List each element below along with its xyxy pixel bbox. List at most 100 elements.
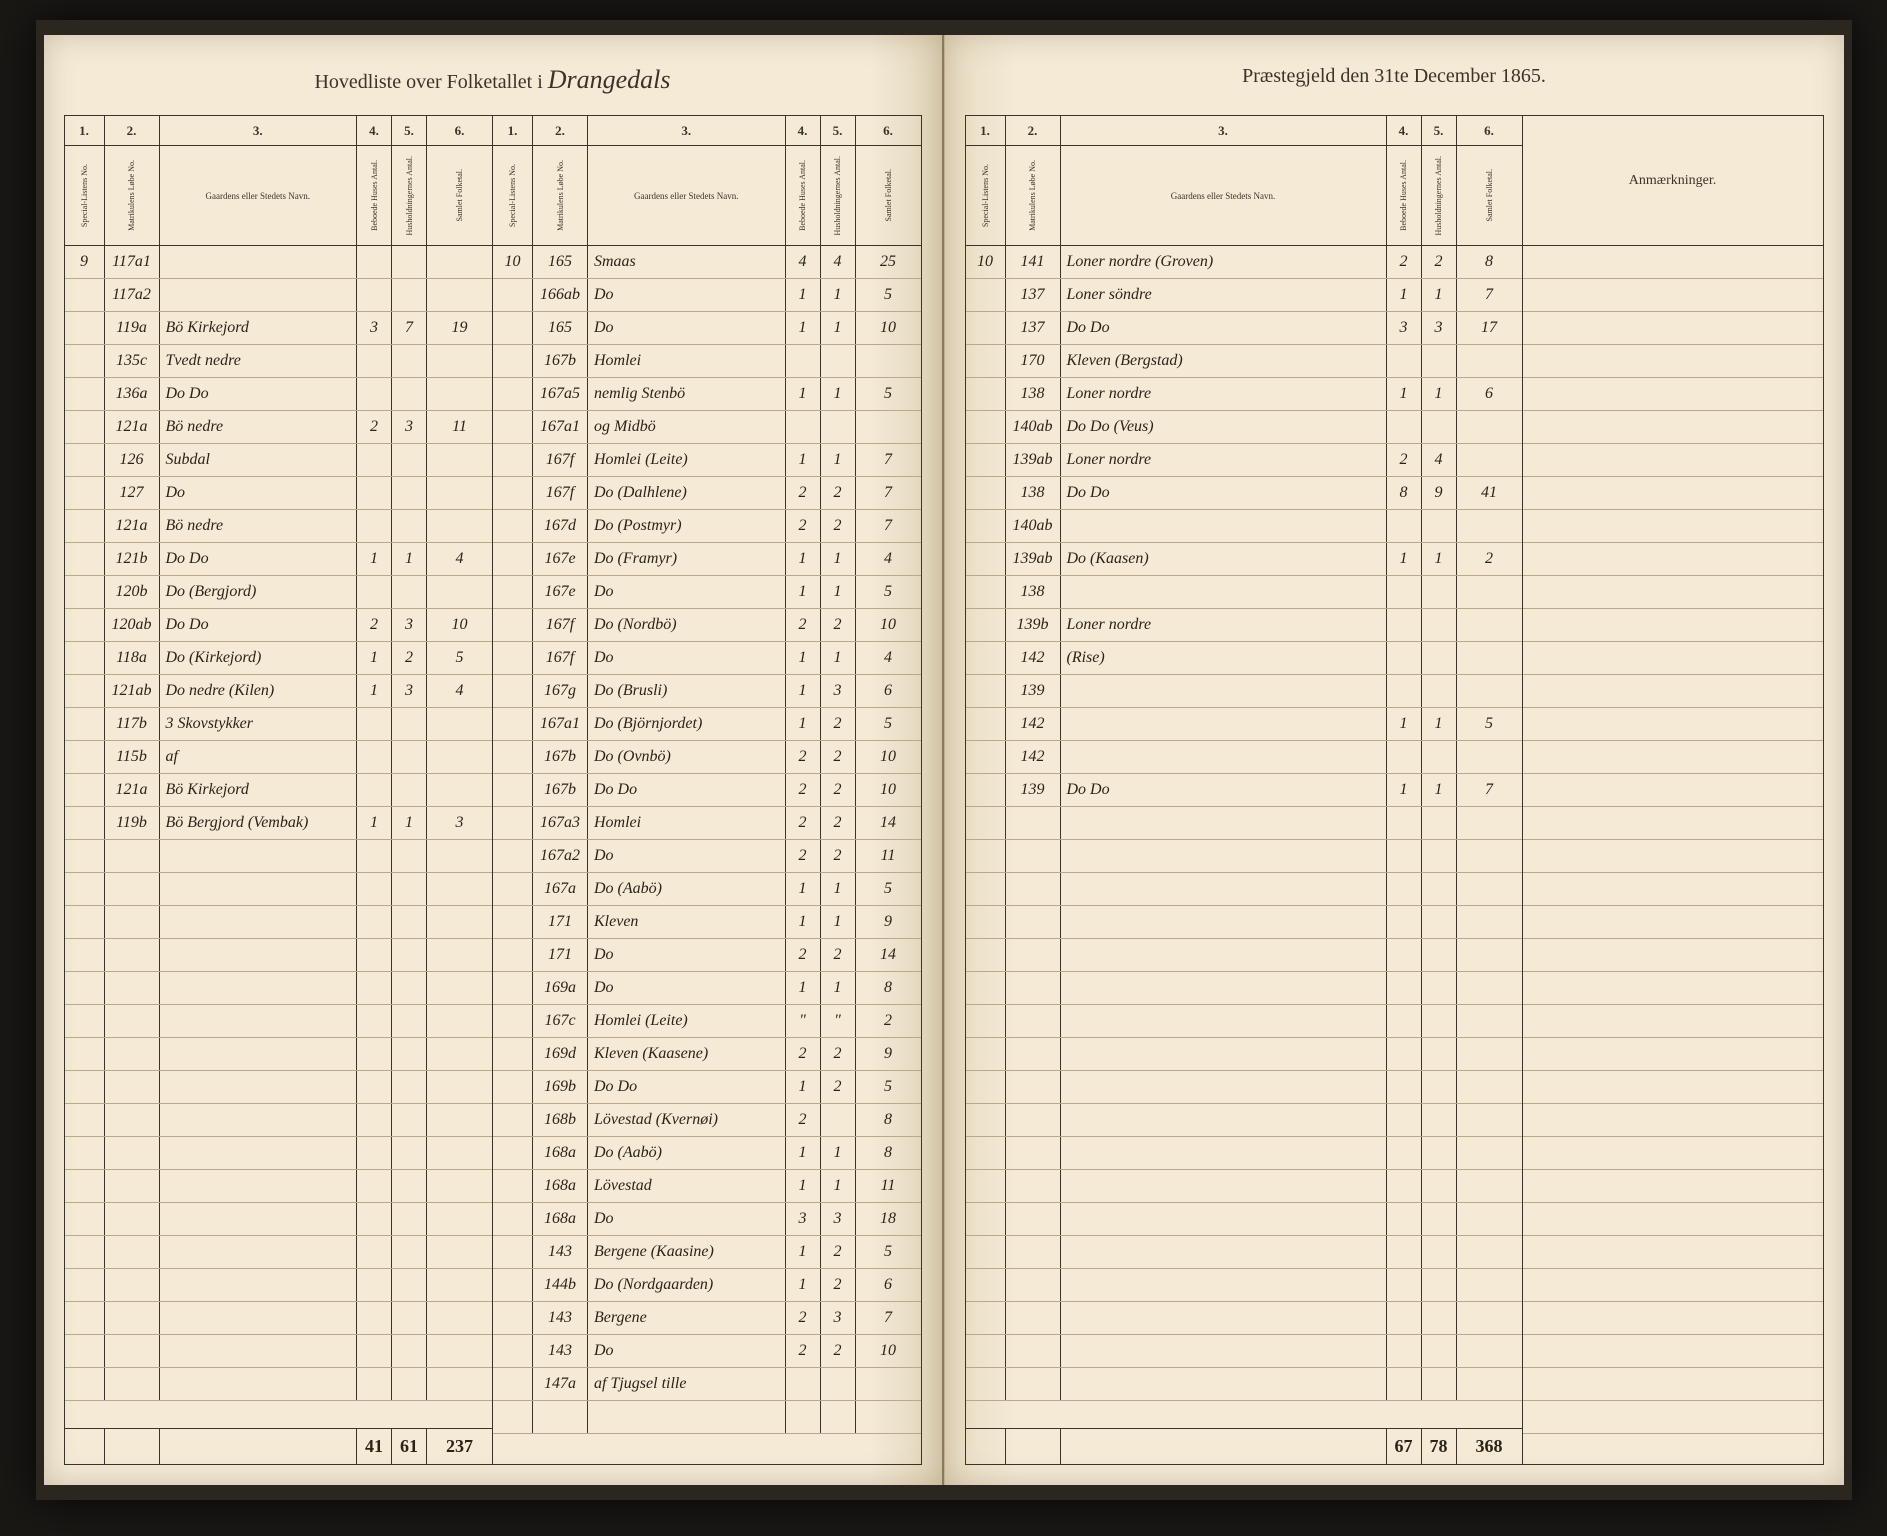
table-row: 119aBö Kirkejord3719 — [65, 312, 493, 345]
cell-c5: 2 — [821, 1335, 856, 1367]
cell-c4: 2 — [786, 609, 821, 641]
cell-c6 — [1457, 1335, 1522, 1367]
table-row — [65, 1104, 493, 1137]
table-row — [966, 1071, 1522, 1104]
cell-c4 — [357, 708, 392, 740]
cell-c5: 2 — [821, 840, 856, 872]
cell-c5 — [1422, 1203, 1457, 1235]
cell-c1 — [493, 840, 533, 872]
cell-c5: 1 — [1422, 543, 1457, 575]
cell-c4: 2 — [786, 939, 821, 971]
cell-c6: 2 — [1457, 543, 1522, 575]
cell-c3 — [160, 1302, 358, 1334]
cell-c6 — [427, 279, 492, 311]
cell-c2: 139 — [1006, 675, 1061, 707]
cell-c3: Do — [588, 840, 786, 872]
hl2: Matrikulens Løbe No. — [127, 160, 136, 231]
cell-c6: 10 — [427, 609, 492, 641]
cell-c1 — [966, 1236, 1006, 1268]
cell-c5 — [392, 1335, 427, 1367]
cell-c4: 3 — [357, 312, 392, 344]
table-row: 136aDo Do — [65, 378, 493, 411]
table-row: 142(Rise) — [966, 642, 1522, 675]
t-c6: 237 — [427, 1429, 492, 1464]
cell-c4: 2 — [1387, 246, 1422, 278]
cell-c2 — [1006, 1071, 1061, 1103]
cell-c6: 7 — [856, 444, 921, 476]
cell-c6: 41 — [1457, 477, 1522, 509]
cell-c5: 1 — [821, 543, 856, 575]
cell-c5 — [1422, 1071, 1457, 1103]
cell-c2 — [105, 1137, 160, 1169]
cell-c2: 139b — [1006, 609, 1061, 641]
cell-c4 — [357, 510, 392, 542]
table-row: 167a5nemlig Stenbö115 — [493, 378, 921, 411]
title-script: Drangedals — [548, 65, 671, 94]
cell-c1 — [65, 312, 105, 344]
table-row — [65, 1368, 493, 1401]
cell-c4 — [357, 279, 392, 311]
cell-c3: Do — [588, 279, 786, 311]
cell-c4 — [1387, 675, 1422, 707]
cell-c1 — [493, 510, 533, 542]
cell-c1 — [493, 708, 533, 740]
cell-c2: 167e — [533, 543, 588, 575]
cell-c2: 168a — [533, 1170, 588, 1202]
hn5: 5. — [392, 116, 427, 145]
cell-c2: 167f — [533, 642, 588, 674]
cell-c4 — [786, 345, 821, 377]
table-row: 167fHomlei (Leite)117 — [493, 444, 921, 477]
cell-c6 — [427, 576, 492, 608]
cell-c5 — [392, 576, 427, 608]
cell-c6: 5 — [856, 576, 921, 608]
cell-c4 — [1387, 510, 1422, 542]
cell-c1 — [966, 345, 1006, 377]
cell-c2 — [105, 1170, 160, 1202]
cell-c1 — [966, 510, 1006, 542]
table-row — [966, 1236, 1522, 1269]
cell-c3 — [1061, 1335, 1387, 1367]
cell-c1 — [966, 840, 1006, 872]
cell-c6 — [856, 1401, 921, 1433]
cell-c6: 11 — [856, 1170, 921, 1202]
cell-c1 — [65, 1335, 105, 1367]
cell-c3: Bö nedre — [160, 411, 358, 443]
cell-c1 — [966, 906, 1006, 938]
cell-c4 — [357, 840, 392, 872]
cell-c6: 11 — [856, 840, 921, 872]
cell-c6 — [427, 1236, 492, 1268]
cell-c2 — [1006, 1203, 1061, 1235]
cell-c1 — [493, 1269, 533, 1301]
table-row: 140ab — [966, 510, 1522, 543]
cell-c4: 1 — [357, 543, 392, 575]
cell-c5 — [1422, 1005, 1457, 1037]
cell-c5 — [1422, 609, 1457, 641]
cell-c1: 10 — [966, 246, 1006, 278]
cell-c2 — [1006, 1137, 1061, 1169]
cell-c4 — [357, 246, 392, 278]
cell-c2 — [1006, 972, 1061, 1004]
cell-c4 — [357, 1203, 392, 1235]
cell-c3: Bö Kirkejord — [160, 312, 358, 344]
cell-c4: 2 — [786, 510, 821, 542]
hl6: Samlet Folketal. — [455, 169, 464, 221]
cell-c2 — [1006, 807, 1061, 839]
cell-c5 — [392, 1137, 427, 1169]
cell-c6: 14 — [856, 807, 921, 839]
cell-c4 — [1387, 1005, 1422, 1037]
cell-c2: 142 — [1006, 741, 1061, 773]
cell-c1 — [966, 543, 1006, 575]
table-row — [65, 1236, 493, 1269]
cell-c5 — [1422, 1335, 1457, 1367]
table-row: 139abDo (Kaasen)112 — [966, 543, 1522, 576]
cell-c4 — [357, 1170, 392, 1202]
remarks-body — [1523, 246, 1823, 1464]
cell-c2 — [105, 840, 160, 872]
table-row: 10165Smaas4425 — [493, 246, 921, 279]
cell-c5 — [392, 246, 427, 278]
right-title: Præstegjeld den 31te December 1865. — [965, 65, 1824, 115]
cell-c4 — [1387, 972, 1422, 1004]
table-row: 168aLövestad1111 — [493, 1170, 921, 1203]
cell-c4 — [357, 1335, 392, 1367]
t-c5: 61 — [392, 1429, 427, 1464]
